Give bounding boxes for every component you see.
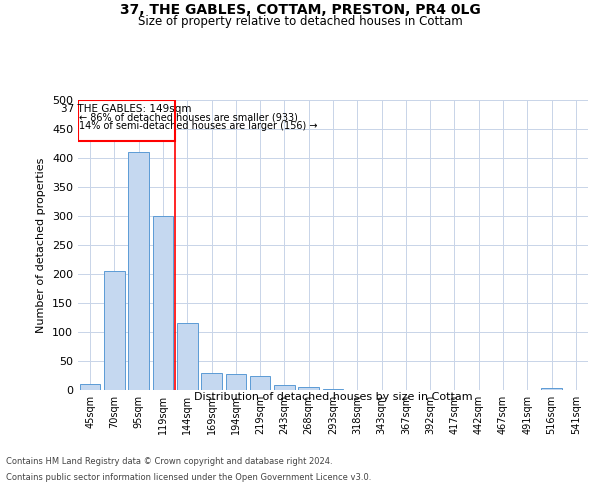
Bar <box>152 216 173 390</box>
Bar <box>78 100 175 140</box>
Text: ← 86% of detached houses are smaller (933): ← 86% of detached houses are smaller (93… <box>79 112 298 122</box>
Text: Distribution of detached houses by size in Cottam: Distribution of detached houses by size … <box>194 392 472 402</box>
Text: 14% of semi-detached houses are larger (156) →: 14% of semi-detached houses are larger (… <box>79 122 318 132</box>
Text: Contains HM Land Registry data © Crown copyright and database right 2024.: Contains HM Land Registry data © Crown c… <box>6 458 332 466</box>
Bar <box>274 385 295 390</box>
Bar <box>80 384 100 390</box>
Bar <box>250 376 271 390</box>
Text: 37 THE GABLES: 149sqm: 37 THE GABLES: 149sqm <box>61 104 192 114</box>
Y-axis label: Number of detached properties: Number of detached properties <box>37 158 46 332</box>
Text: Size of property relative to detached houses in Cottam: Size of property relative to detached ho… <box>137 15 463 28</box>
Bar <box>177 324 197 390</box>
Bar <box>104 271 125 390</box>
Bar <box>323 389 343 390</box>
Bar <box>128 152 149 390</box>
Text: Contains public sector information licensed under the Open Government Licence v3: Contains public sector information licen… <box>6 472 371 482</box>
Bar <box>541 388 562 390</box>
Text: 37, THE GABLES, COTTAM, PRESTON, PR4 0LG: 37, THE GABLES, COTTAM, PRESTON, PR4 0LG <box>119 2 481 16</box>
Bar <box>201 372 222 390</box>
Bar <box>226 374 246 390</box>
Bar <box>298 386 319 390</box>
